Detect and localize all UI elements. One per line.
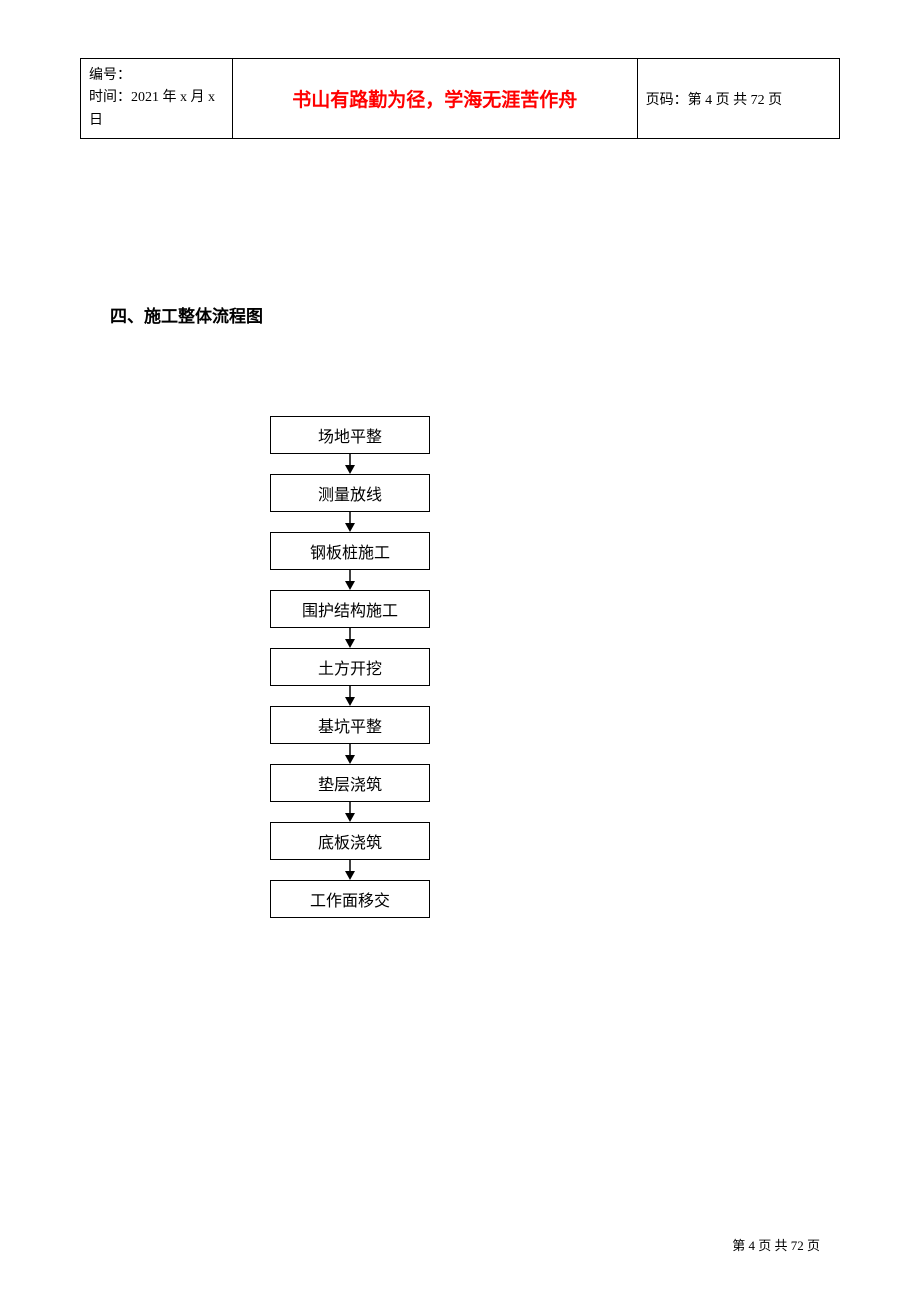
header-table: 编号： 时间：2021 年 x 月 x 日 书山有路勤为径，学海无涯苦作舟 页码…: [80, 58, 840, 139]
flow-arrow: [270, 570, 430, 590]
flow-node: 钢板桩施工: [270, 532, 430, 570]
header-time-label: 时间：2021 年 x 月 x 日: [89, 87, 224, 132]
flow-arrow: [270, 628, 430, 648]
flow-node: 底板浇筑: [270, 822, 430, 860]
flow-node: 围护结构施工: [270, 590, 430, 628]
flow-node: 垫层浇筑: [270, 764, 430, 802]
header-center-cell: 书山有路勤为径，学海无涯苦作舟: [232, 59, 637, 139]
flow-arrow: [270, 686, 430, 706]
flow-node: 测量放线: [270, 474, 430, 512]
header-left-cell: 编号： 时间：2021 年 x 月 x 日: [81, 59, 233, 139]
flow-node: 土方开挖: [270, 648, 430, 686]
header-serial-label: 编号：: [89, 65, 224, 87]
flow-arrow: [270, 802, 430, 822]
header-motto: 书山有路勤为径，学海无涯苦作舟: [292, 90, 577, 111]
flowchart-container: 场地平整测量放线钢板桩施工围护结构施工土方开挖基坑平整垫层浇筑底板浇筑工作面移交: [270, 416, 430, 918]
flow-node: 场地平整: [270, 416, 430, 454]
section-title: 四、施工整体流程图: [110, 302, 263, 327]
flow-arrow: [270, 860, 430, 880]
flow-arrow: [270, 454, 430, 474]
flow-arrow: [270, 744, 430, 764]
footer-page-number: 第 4 页 共 72 页: [732, 1235, 820, 1254]
flow-node: 工作面移交: [270, 880, 430, 918]
header-page-label: 页码：第 4 页 共 72 页: [646, 93, 783, 108]
flow-arrow: [270, 512, 430, 532]
header-right-cell: 页码：第 4 页 共 72 页: [637, 59, 839, 139]
flow-node: 基坑平整: [270, 706, 430, 744]
